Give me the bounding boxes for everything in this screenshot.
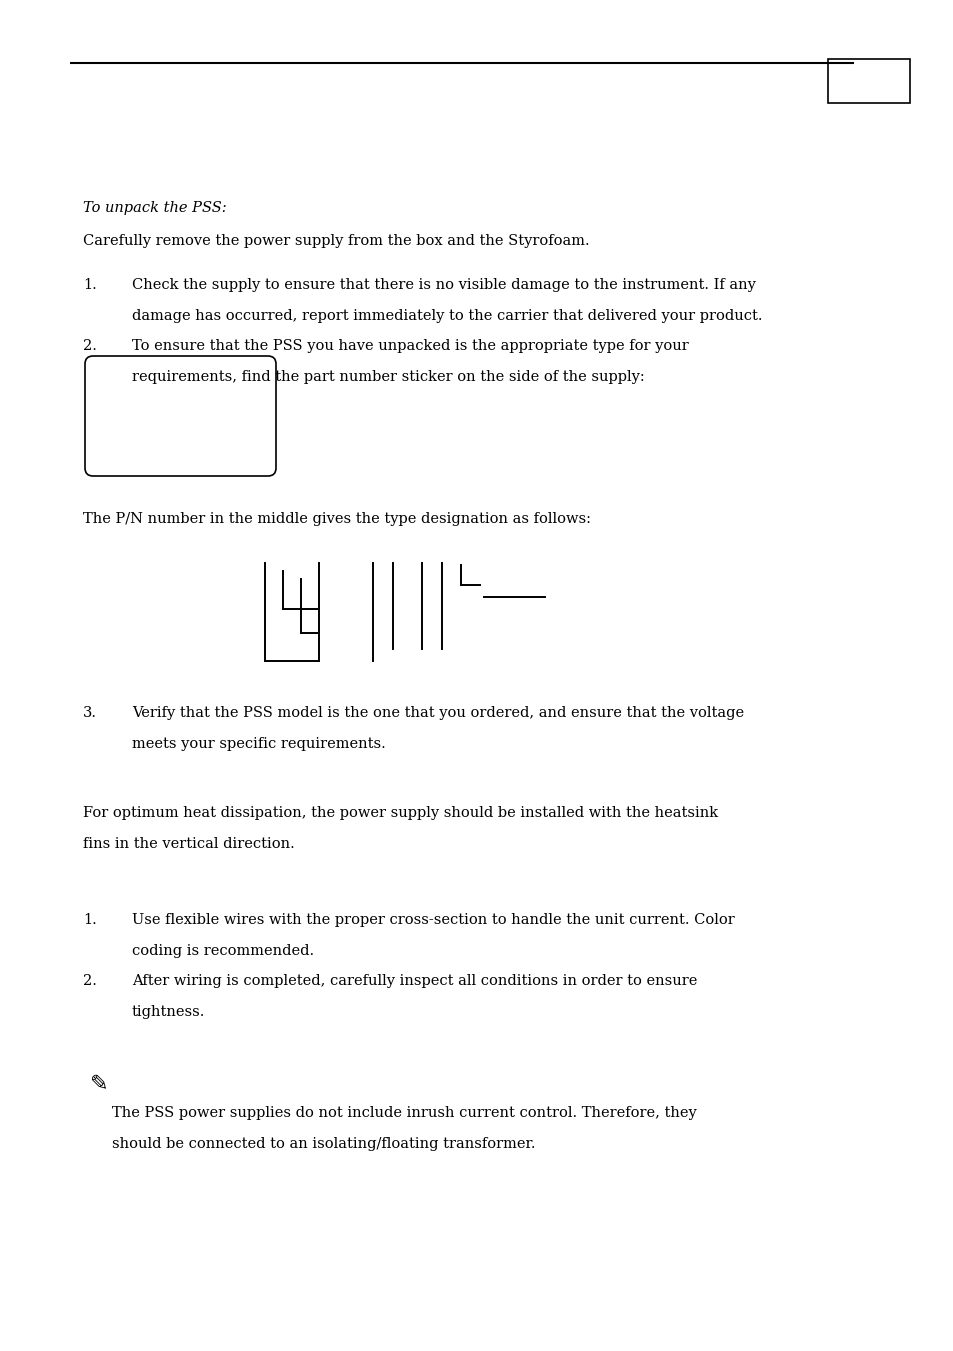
Text: requirements, find the part number sticker on the side of the supply:: requirements, find the part number stick… xyxy=(132,370,644,384)
Text: After wiring is completed, carefully inspect all conditions in order to ensure: After wiring is completed, carefully ins… xyxy=(132,974,697,988)
Text: To ensure that the PSS you have unpacked is the appropriate type for your: To ensure that the PSS you have unpacked… xyxy=(132,339,688,353)
Text: 2.: 2. xyxy=(83,339,97,353)
Text: meets your specific requirements.: meets your specific requirements. xyxy=(132,738,385,751)
Text: 1.: 1. xyxy=(83,913,96,927)
Text: fins in the vertical direction.: fins in the vertical direction. xyxy=(83,838,294,851)
Text: ✎: ✎ xyxy=(91,1074,109,1094)
Text: tightness.: tightness. xyxy=(132,1005,205,1019)
Text: Carefully remove the power supply from the box and the Styrofoam.: Carefully remove the power supply from t… xyxy=(83,234,589,249)
Bar xyxy=(827,59,909,103)
Text: Verify that the PSS model is the one that you ordered, and ensure that the volta: Verify that the PSS model is the one tha… xyxy=(132,707,743,720)
Text: coding is recommended.: coding is recommended. xyxy=(132,944,314,958)
Text: 2.: 2. xyxy=(83,974,97,988)
Text: Check the supply to ensure that there is no visible damage to the instrument. If: Check the supply to ensure that there is… xyxy=(132,278,755,292)
Text: The PSS power supplies do not include inrush current control. Therefore, they: The PSS power supplies do not include in… xyxy=(112,1106,696,1120)
Text: To unpack the PSS:: To unpack the PSS: xyxy=(83,201,227,215)
Text: damage has occurred, report immediately to the carrier that delivered your produ: damage has occurred, report immediately … xyxy=(132,309,761,323)
Text: Use flexible wires with the proper cross-section to handle the unit current. Col: Use flexible wires with the proper cross… xyxy=(132,913,734,927)
Text: 1.: 1. xyxy=(83,278,96,292)
Text: should be connected to an isolating/floating transformer.: should be connected to an isolating/floa… xyxy=(112,1138,535,1151)
Text: 3.: 3. xyxy=(83,707,97,720)
Text: For optimum heat dissipation, the power supply should be installed with the heat: For optimum heat dissipation, the power … xyxy=(83,807,718,820)
FancyBboxPatch shape xyxy=(85,357,275,476)
Text: The P/N number in the middle gives the type designation as follows:: The P/N number in the middle gives the t… xyxy=(83,512,590,526)
